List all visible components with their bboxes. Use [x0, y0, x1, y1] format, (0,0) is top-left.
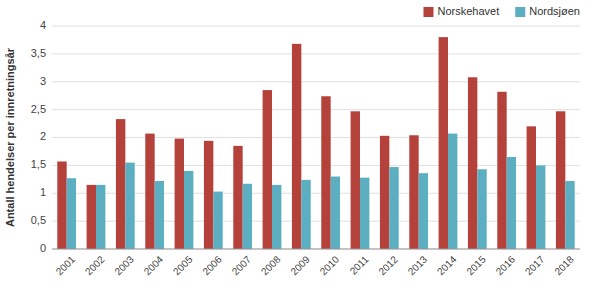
x-tick-label: 2005 — [171, 253, 195, 277]
legend-label: Norskehavet — [437, 5, 499, 17]
x-axis-line — [52, 249, 580, 250]
x-tick-label: 2010 — [318, 253, 342, 277]
y-tick-label: 4 — [40, 19, 46, 31]
y-tick-label: 1 — [40, 186, 46, 198]
bar — [243, 184, 252, 249]
chart-svg: 0 0,5 1 1,5 2 2,5 3 3,5 4 Antall hendelser per in… — [0, 0, 592, 291]
bar — [477, 169, 486, 249]
bar — [527, 126, 536, 249]
bar — [292, 44, 301, 249]
bar — [448, 134, 457, 249]
y-axis-label: Antall hendelser per innretningsår — [4, 47, 16, 227]
bar — [351, 111, 360, 249]
bar — [556, 111, 565, 249]
x-tick-label: 2018 — [552, 253, 576, 277]
y-tick-label: 2 — [40, 130, 46, 142]
y-tick-label: 0 — [40, 242, 46, 254]
x-tick-label: 2017 — [523, 253, 547, 277]
x-tick-label: 2008 — [259, 253, 283, 277]
bar — [175, 139, 184, 249]
legend-label: Nordsjøen — [529, 5, 580, 17]
bar — [389, 167, 398, 249]
y-tick-label: 3 — [40, 75, 46, 87]
x-tick-label: 2016 — [494, 253, 518, 277]
bar — [96, 185, 105, 249]
bar — [536, 165, 545, 249]
bar — [321, 96, 330, 249]
x-tick-label: 2011 — [348, 253, 371, 276]
legend-item: Norskehavet — [423, 5, 499, 17]
bar — [263, 90, 272, 249]
bar — [204, 141, 213, 249]
y-tick-label: 3,5 — [31, 47, 46, 59]
bar — [301, 180, 310, 249]
x-tick-label: 2002 — [83, 253, 107, 277]
x-tick-label: 2006 — [200, 253, 224, 277]
legend-item: Nordsjøen — [515, 5, 580, 17]
bar — [116, 119, 125, 249]
bar — [67, 178, 76, 249]
x-tick-label: 2014 — [435, 253, 459, 277]
bar — [439, 37, 448, 249]
x-tick-label: 2001 — [54, 253, 78, 277]
grid-line — [52, 26, 580, 27]
bar — [331, 177, 340, 249]
x-tick-label: 2004 — [142, 253, 166, 277]
x-tick-label: 2007 — [230, 253, 254, 277]
bar — [155, 181, 164, 249]
bar — [145, 134, 154, 249]
bar — [87, 185, 96, 249]
bar — [272, 185, 281, 249]
bar — [468, 77, 477, 249]
bar — [360, 178, 369, 249]
bar — [380, 136, 389, 249]
x-tick-label: 2003 — [112, 253, 136, 277]
bar — [213, 192, 222, 249]
bar — [125, 163, 134, 249]
bar — [497, 92, 506, 249]
bar — [233, 146, 242, 249]
bar — [409, 135, 418, 249]
grid-line — [52, 53, 580, 54]
grid-line — [52, 81, 580, 82]
x-tick-label: 2012 — [376, 253, 400, 277]
y-tick-label: 2,5 — [31, 103, 46, 115]
chart-container: 0 0,5 1 1,5 2 2,5 3 3,5 4 Antall hendelser per in… — [0, 0, 592, 291]
legend-swatch — [423, 7, 433, 17]
grid — [52, 26, 580, 249]
bar — [565, 181, 574, 249]
x-tick-label: 2013 — [406, 253, 430, 277]
bar — [184, 171, 193, 249]
x-tick-label: 2015 — [464, 253, 488, 277]
bar — [57, 161, 66, 249]
bar — [419, 173, 428, 249]
bars — [57, 37, 574, 249]
x-tick-label: 2009 — [288, 253, 312, 277]
bar — [507, 157, 516, 249]
y-tick-label: 0,5 — [31, 214, 46, 226]
legend: Norskehavet Nordsjøen — [423, 5, 580, 17]
y-tick-label: 1,5 — [31, 158, 46, 170]
grid-line — [52, 249, 580, 250]
legend-swatch — [515, 7, 525, 17]
